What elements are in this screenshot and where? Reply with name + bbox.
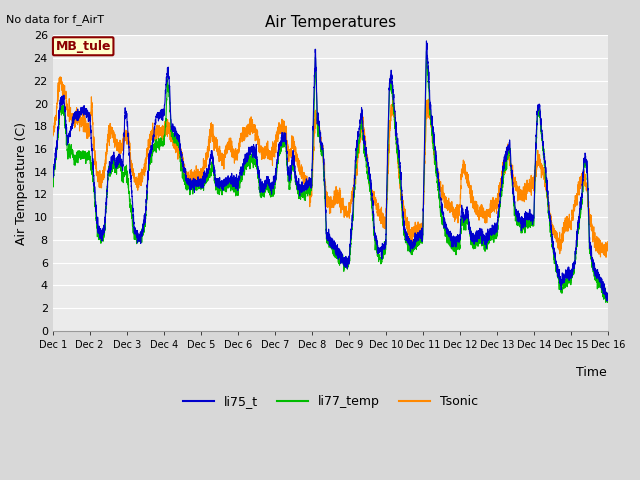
- li75_t: [49, 170, 56, 176]
- Text: No data for f_AirT: No data for f_AirT: [6, 14, 104, 25]
- li77_temp: [486, 232, 494, 238]
- Tsonic: [310, 144, 317, 150]
- li75_t: [486, 226, 494, 231]
- li75_t: [422, 38, 430, 44]
- Tsonic: [49, 131, 56, 137]
- Line: li77_temp: li77_temp: [52, 51, 608, 302]
- li77_temp: [148, 146, 156, 152]
- li75_t: [424, 59, 432, 65]
- Line: li75_t: li75_t: [52, 41, 608, 301]
- Tsonic: [604, 239, 612, 244]
- li75_t: [604, 291, 612, 297]
- Tsonic: [148, 132, 156, 137]
- li77_temp: [422, 48, 430, 54]
- Tsonic: [455, 206, 463, 212]
- Tsonic: [602, 254, 610, 260]
- li77_temp: [455, 242, 463, 248]
- li77_temp: [424, 70, 432, 75]
- Line: Tsonic: Tsonic: [52, 77, 608, 257]
- li77_temp: [604, 294, 611, 300]
- li75_t: [604, 293, 611, 299]
- Tsonic: [424, 110, 432, 116]
- Legend: li75_t, li77_temp, Tsonic: li75_t, li77_temp, Tsonic: [177, 390, 483, 413]
- li75_t: [604, 298, 611, 304]
- li75_t: [310, 105, 317, 111]
- Y-axis label: Air Temperature (C): Air Temperature (C): [15, 121, 28, 245]
- li77_temp: [604, 299, 612, 305]
- li75_t: [148, 141, 156, 146]
- li77_temp: [310, 128, 317, 134]
- li75_t: [455, 232, 463, 238]
- Tsonic: [56, 74, 64, 80]
- Title: Air Temperatures: Air Temperatures: [265, 15, 396, 30]
- li77_temp: [49, 181, 56, 187]
- X-axis label: Time: Time: [576, 366, 607, 379]
- Tsonic: [486, 208, 494, 214]
- li77_temp: [604, 300, 612, 305]
- Text: MB_tule: MB_tule: [56, 40, 111, 53]
- Tsonic: [604, 247, 611, 253]
